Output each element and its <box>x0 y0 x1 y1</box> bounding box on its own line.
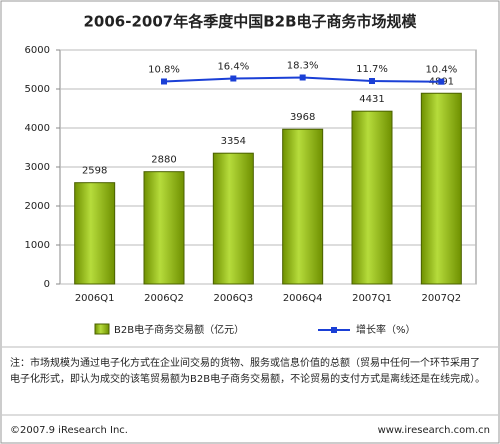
y-tick-label: 3000 <box>25 162 50 173</box>
bar <box>74 182 116 285</box>
marker <box>161 78 167 85</box>
bar <box>143 171 185 285</box>
y-tick-label: 1000 <box>25 240 50 251</box>
bar <box>282 128 324 285</box>
y-tick-label: 5000 <box>25 84 50 95</box>
legend-label: B2B电子商务交易额（亿元） <box>114 323 244 336</box>
note: 注：市场规模为通过电子化方式在企业间交易的货物、服务或信息价值的总额（贸易中任何… <box>10 358 486 385</box>
data-label: 16.4% <box>217 62 249 73</box>
data-label: 4431 <box>359 94 384 105</box>
legend-marker <box>331 327 337 333</box>
data-label: 10.8% <box>148 64 180 75</box>
x-tick-label: 2006Q4 <box>283 293 323 304</box>
y-tick-label: 2000 <box>25 201 50 212</box>
website: www.iresearch.com.cn <box>378 425 490 436</box>
data-label: 3354 <box>221 136 246 147</box>
data-label: 18.3% <box>287 60 319 71</box>
legend-label: 增长率（%） <box>356 323 416 336</box>
bar <box>420 92 462 285</box>
data-label: 2880 <box>151 155 176 166</box>
data-label: 3968 <box>290 112 315 123</box>
y-tick-label: 6000 <box>25 45 50 56</box>
x-tick-label: 2006Q3 <box>213 293 253 304</box>
bar <box>212 152 254 285</box>
x-tick-label: 2007Q1 <box>352 293 392 304</box>
x-tick-label: 2006Q2 <box>144 293 184 304</box>
y-tick-label: 4000 <box>25 123 50 134</box>
x-tick-label: 2006Q1 <box>75 293 115 304</box>
marker <box>299 74 306 81</box>
marker <box>369 78 375 85</box>
chart-title: 2006-2007年各季度中国B2B电子商务市场规模 <box>83 13 417 31</box>
marker <box>438 78 445 85</box>
marker <box>230 75 237 82</box>
data-label: 10.4% <box>425 65 457 76</box>
y-tick-label: 0 <box>44 279 50 290</box>
bar <box>351 110 393 285</box>
x-tick-label: 2007Q2 <box>421 293 461 304</box>
source: ©2007.9 iResearch Inc. <box>10 425 128 436</box>
legend-swatch <box>94 323 110 335</box>
data-label: 11.7% <box>356 64 388 75</box>
data-label: 2598 <box>82 166 107 177</box>
